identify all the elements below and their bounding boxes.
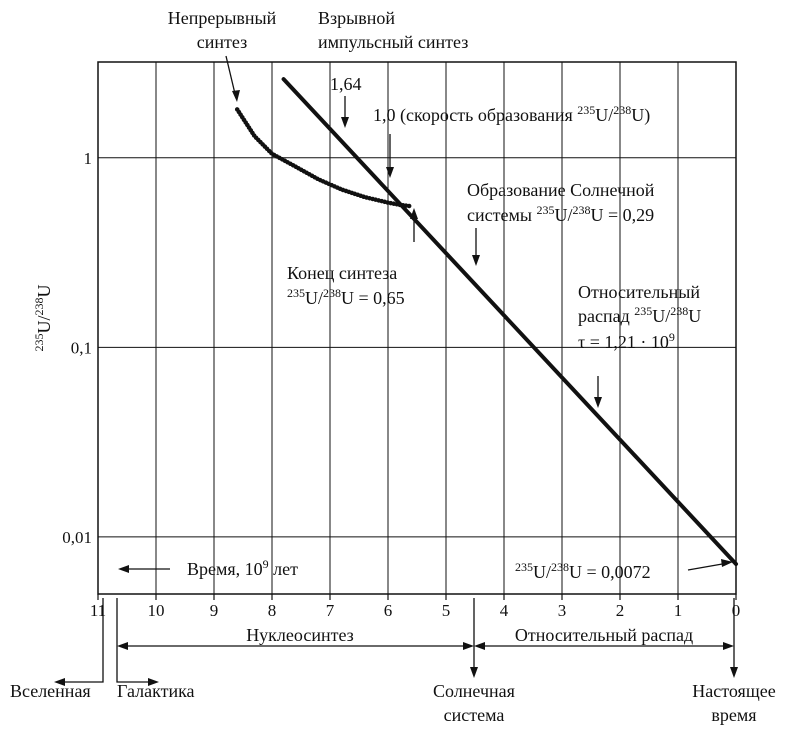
arrow-synthesis-end-head bbox=[410, 208, 418, 219]
annotation-relative-decay-line2: распад 235U/238U bbox=[578, 304, 701, 326]
x-tick-label: 10 bbox=[148, 601, 165, 620]
annotation-continuous-line2: синтез bbox=[197, 32, 247, 52]
annotation-continuous-line1: Непрерывный bbox=[168, 8, 277, 28]
x-tick-label: 1 bbox=[674, 601, 683, 620]
arrow-164-head bbox=[341, 117, 349, 128]
series-pulsed-synthesis-line bbox=[281, 77, 738, 566]
label-present-line2: время bbox=[711, 705, 756, 725]
label-present-line1: Настоящее bbox=[692, 681, 775, 701]
annotation-synthesis-end-line2: 235U/238U = 0,65 bbox=[287, 286, 405, 308]
x-tick-label: 3 bbox=[558, 601, 567, 620]
x-tick-label: 4 bbox=[500, 601, 509, 620]
arrow-present-value bbox=[687, 562, 729, 571]
x-tick-label: 9 bbox=[210, 601, 219, 620]
marker-solar-head bbox=[470, 667, 478, 678]
arrow-present-value-head bbox=[721, 559, 733, 567]
series-continuous-synthesis-curve bbox=[234, 107, 414, 209]
x-tick-label: 2 bbox=[616, 601, 625, 620]
time-axis-label: Время, 109 лет bbox=[187, 557, 298, 579]
range-decay-left-head bbox=[474, 642, 485, 650]
annotation-solar-line1: Образование Солнечной bbox=[467, 180, 655, 200]
range-nucleosynthesis-left-head bbox=[117, 642, 128, 650]
label-solar-line2: система bbox=[444, 705, 505, 725]
annotation-explosive-line1: Взрывной bbox=[318, 8, 395, 28]
annotation-present-value: 235U/238U = 0,0072 bbox=[515, 560, 651, 582]
annotation-164: 1,64 bbox=[330, 74, 362, 94]
annotation-relative-decay-line1: Относительный bbox=[578, 282, 700, 302]
x-tick-label: 5 bbox=[442, 601, 451, 620]
marker-present-head bbox=[730, 667, 738, 678]
range-decay-label: Относительный распад bbox=[515, 625, 693, 645]
y-tick-label: 0,01 bbox=[62, 528, 92, 547]
x-axis-ticks: 11 10 9 8 7 6 5 4 3 2 1 0 bbox=[90, 594, 740, 620]
arrow-continuous-head bbox=[232, 90, 240, 102]
range-nucleosynthesis-right-head bbox=[463, 642, 474, 650]
marker-galaxy-head bbox=[148, 678, 159, 686]
y-tick-label: 1 bbox=[84, 149, 93, 168]
annotation-tau: τ = 1,21 · 109 bbox=[578, 330, 675, 352]
annotation-rate: 1,0 (скорость образования 235U/238U) bbox=[373, 103, 650, 126]
label-solar-line1: Солнечная bbox=[433, 681, 515, 701]
x-tick-label: 6 bbox=[384, 601, 393, 620]
label-universe: Вселенная bbox=[10, 681, 91, 701]
y-tick-label: 0,1 bbox=[71, 338, 92, 357]
y-axis-label: 235U/238U bbox=[32, 285, 54, 352]
arrow-solar-head bbox=[472, 255, 480, 266]
range-decay-right-head bbox=[723, 642, 734, 650]
annotation-synthesis-end-line1: Конец синтеза bbox=[287, 263, 397, 283]
range-nucleosynthesis-label: Нуклеосинтез bbox=[246, 625, 354, 645]
arrow-rate-head bbox=[386, 167, 394, 178]
x-tick-label: 7 bbox=[326, 601, 335, 620]
label-galaxy: Галактика bbox=[117, 681, 195, 701]
annotation-explosive-line2: импульсный синтез bbox=[318, 32, 468, 52]
plot-frame bbox=[97, 61, 737, 595]
arrow-time-head bbox=[118, 565, 129, 573]
marker-galaxy bbox=[116, 598, 155, 683]
x-tick-label: 0 bbox=[732, 601, 741, 620]
grid bbox=[98, 62, 736, 594]
marker-universe-head bbox=[54, 678, 65, 686]
series-layer bbox=[234, 77, 738, 566]
arrow-relative-decay-head bbox=[594, 397, 602, 408]
y-axis-ticks: 0,01 0,1 1 bbox=[62, 149, 92, 547]
marker-universe bbox=[58, 598, 104, 683]
x-tick-label: 8 bbox=[268, 601, 277, 620]
annotation-solar-line2: системы 235U/238U = 0,29 bbox=[467, 203, 654, 225]
x-tick-label: 11 bbox=[90, 601, 106, 620]
